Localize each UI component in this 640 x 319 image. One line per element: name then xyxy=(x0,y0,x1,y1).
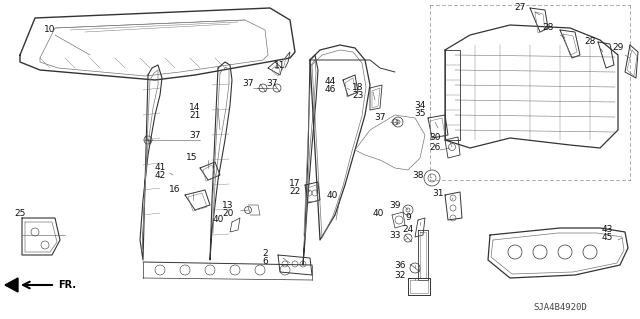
Text: 28: 28 xyxy=(542,24,554,33)
Text: 11: 11 xyxy=(275,61,285,70)
Text: 10: 10 xyxy=(44,26,56,34)
Text: 21: 21 xyxy=(189,112,201,121)
Text: 46: 46 xyxy=(324,85,336,94)
Text: 15: 15 xyxy=(186,152,198,161)
Text: 18: 18 xyxy=(352,83,364,92)
Text: 33: 33 xyxy=(389,231,401,240)
Text: 35: 35 xyxy=(414,108,426,117)
Text: 37: 37 xyxy=(189,131,201,140)
Text: 40: 40 xyxy=(372,209,384,218)
Text: 43: 43 xyxy=(602,226,612,234)
Text: 40: 40 xyxy=(326,191,338,201)
Text: 20: 20 xyxy=(222,209,234,218)
Text: 41: 41 xyxy=(154,162,166,172)
Text: 36: 36 xyxy=(394,261,406,270)
Text: 44: 44 xyxy=(324,78,335,86)
Text: 9: 9 xyxy=(405,213,411,222)
Text: SJA4B4920D: SJA4B4920D xyxy=(533,303,587,313)
Text: 14: 14 xyxy=(189,102,201,112)
Text: 17: 17 xyxy=(289,179,301,188)
Text: 32: 32 xyxy=(394,271,406,280)
Text: 37: 37 xyxy=(243,78,253,87)
Text: 2: 2 xyxy=(262,249,268,258)
Text: 27: 27 xyxy=(515,4,525,12)
Text: 6: 6 xyxy=(262,257,268,266)
Text: 38: 38 xyxy=(412,170,424,180)
Text: 40: 40 xyxy=(212,216,224,225)
Text: 28: 28 xyxy=(584,38,596,47)
Text: 23: 23 xyxy=(352,91,364,100)
Text: 22: 22 xyxy=(289,187,301,196)
Text: 30: 30 xyxy=(429,133,441,143)
Text: 16: 16 xyxy=(169,186,180,195)
Text: 31: 31 xyxy=(432,189,444,197)
Text: 39: 39 xyxy=(389,202,401,211)
Text: 37: 37 xyxy=(374,114,386,122)
Text: 37: 37 xyxy=(266,78,278,87)
Text: 29: 29 xyxy=(612,43,624,53)
Text: 42: 42 xyxy=(154,170,166,180)
Text: 45: 45 xyxy=(602,234,612,242)
Text: 24: 24 xyxy=(403,225,413,234)
Text: 25: 25 xyxy=(14,209,26,218)
Text: 34: 34 xyxy=(414,100,426,109)
Text: FR.: FR. xyxy=(58,280,76,290)
Text: 26: 26 xyxy=(429,144,441,152)
Text: 13: 13 xyxy=(222,201,234,210)
Polygon shape xyxy=(5,278,18,292)
